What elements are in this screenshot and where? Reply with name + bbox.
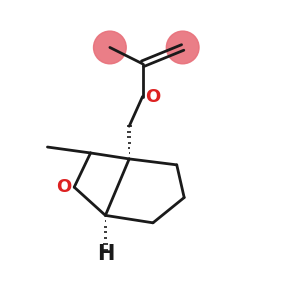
Circle shape <box>166 31 199 64</box>
Text: H: H <box>97 244 114 264</box>
Circle shape <box>94 31 126 64</box>
Text: O: O <box>145 88 160 106</box>
Text: O: O <box>56 178 71 196</box>
